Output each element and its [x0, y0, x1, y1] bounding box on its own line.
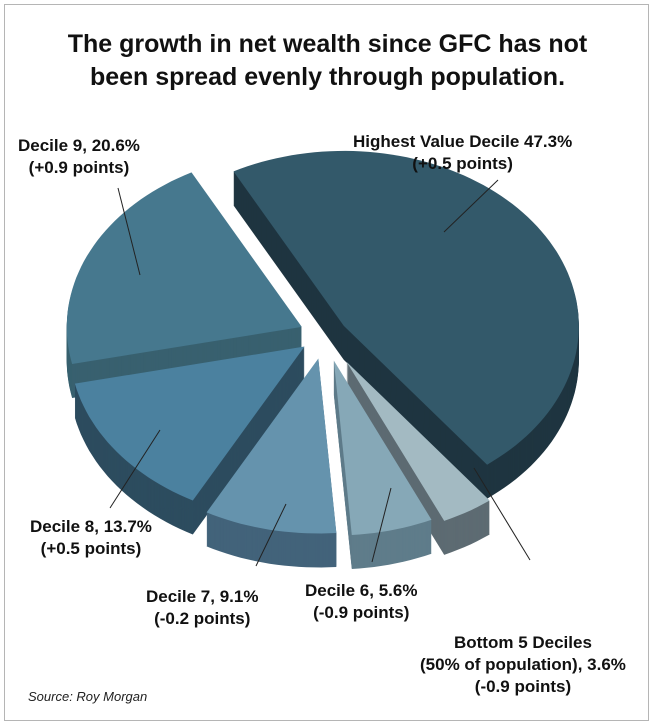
slice-decile-7 — [206, 358, 337, 568]
leader-line-decile-7 — [255, 503, 287, 567]
slice-top-highest-value-decile — [233, 150, 579, 465]
slice-top-decile-9 — [66, 172, 302, 364]
slice-bottom-5-deciles — [346, 361, 490, 555]
label-decile-9: Decile 9, 20.6% (+0.9 points) — [18, 135, 140, 179]
source-note: Source: Roy Morgan — [28, 689, 148, 704]
label-decile-6: Decile 6, 5.6% (-0.9 points) — [305, 580, 417, 624]
chart-frame — [4, 4, 649, 721]
slice-top-decile-7 — [206, 358, 337, 534]
slice-decile-6 — [333, 360, 432, 569]
label-bottom-5-change: (-0.9 points) — [474, 677, 572, 696]
leader-line-decile-6 — [371, 487, 392, 563]
label-bottom-5: Bottom 5 Deciles (50% of population), 3.… — [420, 632, 626, 698]
label-decile-8-change: (+0.5 points) — [40, 539, 142, 558]
label-decile-8: Decile 8, 13.7% (+0.5 points) — [30, 516, 152, 560]
leader-line-bottom-5 — [473, 467, 531, 561]
label-decile-7-change: (-0.2 points) — [154, 609, 251, 628]
label-decile-8-value: Decile 8, 13.7% — [30, 517, 152, 536]
label-decile-7: Decile 7, 9.1% (-0.2 points) — [146, 586, 258, 630]
label-decile-9-change: (+0.9 points) — [28, 158, 130, 177]
leader-line-decile-9 — [117, 187, 141, 276]
slice-top-bottom-5-deciles — [346, 361, 490, 521]
label-bottom-5-name: Bottom 5 Deciles — [453, 633, 592, 652]
leader-line-highest — [443, 179, 499, 233]
label-decile-6-value: Decile 6, 5.6% — [305, 581, 418, 600]
leader-line-decile-8 — [109, 429, 161, 509]
slice-top-decile-8 — [74, 346, 305, 501]
slice-decile-9 — [66, 172, 302, 398]
slice-top-decile-6 — [333, 360, 432, 535]
label-highest-change: (+0.5 points) — [412, 154, 513, 173]
label-decile-7-value: Decile 7, 9.1% — [146, 587, 259, 606]
label-highest-value: Highest Value Decile 47.3% — [353, 132, 573, 151]
slice-highest-value-decile — [233, 150, 579, 499]
slice-decile-8 — [74, 346, 305, 535]
chart-title: The growth in net wealth since GFC has n… — [0, 28, 655, 94]
label-highest: Highest Value Decile 47.3% (+0.5 points) — [353, 131, 572, 175]
label-bottom-5-value: (50% of population), 3.6% — [420, 655, 626, 674]
title-line-2: been spread evenly through population. — [89, 63, 566, 91]
title-line-1: The growth in net wealth since GFC has n… — [67, 30, 588, 58]
label-decile-6-change: (-0.9 points) — [313, 603, 410, 622]
label-decile-9-value: Decile 9, 20.6% — [18, 136, 140, 155]
